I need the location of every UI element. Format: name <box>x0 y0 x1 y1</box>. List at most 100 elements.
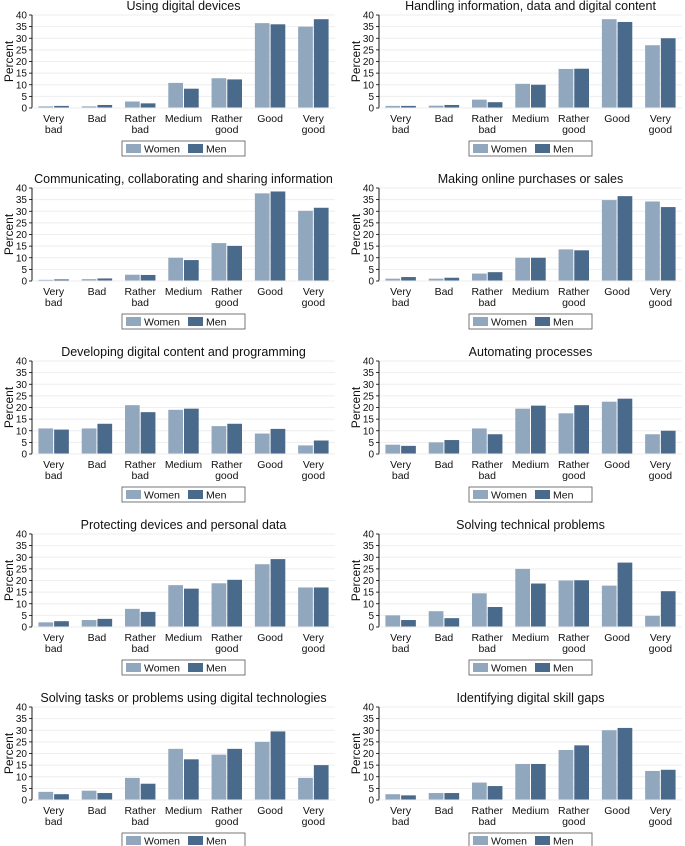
chart-panel: Making online purchases or sales 05101520… <box>349 172 682 330</box>
x-tick-label: Good <box>257 632 283 644</box>
x-tick-label: Very bad <box>43 286 65 309</box>
y-tick-label: 10 <box>363 599 375 610</box>
bar-men-rather-good <box>227 79 243 108</box>
x-tick-label-line: good <box>302 124 326 136</box>
legend-swatch-men <box>188 144 203 153</box>
bar-women-rather-good <box>211 426 227 454</box>
bar-women-very-bad <box>38 106 54 108</box>
x-tick-label-line: bad <box>478 816 496 828</box>
x-tick-label-line: good <box>302 470 326 482</box>
x-tick-label: Rather good <box>558 286 590 309</box>
y-tick-label: 5 <box>21 265 27 276</box>
y-axis-label: Percent <box>2 40 16 82</box>
legend-swatch-men <box>188 490 203 499</box>
x-tick-label-line: Bad <box>88 459 107 471</box>
bar-women-very-bad <box>38 279 54 281</box>
x-tick-label: Medium <box>512 805 550 817</box>
bar-women-medium <box>515 408 530 454</box>
legend-box <box>121 313 246 330</box>
bar-men-rather-good <box>227 579 243 627</box>
x-tick-label-line: Rather <box>124 113 156 125</box>
x-tick-label-line: bad <box>392 816 410 828</box>
x-tick-label: Very good <box>302 286 326 309</box>
bar-men-rather-bad <box>140 611 156 627</box>
bar-men-very-bad <box>401 277 416 281</box>
bar-men-rather-bad <box>487 434 503 454</box>
y-tick-label: 15 <box>16 242 28 253</box>
bar-men-very-good <box>660 38 676 108</box>
y-tick-label: 25 <box>16 737 28 748</box>
x-tick-label-line: Good <box>604 286 630 298</box>
y-tick-label: 30 <box>363 726 375 737</box>
bar-women-medium <box>515 763 530 800</box>
x-tick-label-line: bad <box>131 297 149 309</box>
x-tick-label-line: Very <box>43 632 65 644</box>
x-tick-label-line: good <box>649 124 673 136</box>
y-tick-label: 15 <box>363 69 375 80</box>
x-tick-label-line: Rather <box>471 632 503 644</box>
y-tick-label: 25 <box>363 391 375 402</box>
x-tick-label-line: Rather <box>124 286 156 298</box>
chart-panel: Solving tasks or problems using digital … <box>2 691 335 846</box>
y-axis-label: Percent <box>349 386 363 428</box>
y-tick-label: 15 <box>363 415 375 426</box>
x-tick-label: Very bad <box>390 113 412 136</box>
legend-label-women: Women <box>491 144 527 156</box>
legend-box <box>121 140 246 157</box>
y-axis-label: Percent <box>2 386 16 428</box>
legend-label-women: Women <box>491 836 527 846</box>
bar-women-very-good <box>298 777 313 800</box>
y-axis-label: Percent <box>2 213 16 255</box>
bar-men-very-bad <box>401 105 416 108</box>
bar-women-very-good <box>645 615 660 627</box>
bar-women-rather-good <box>211 78 227 108</box>
x-tick-label-line: Very <box>303 805 325 817</box>
bar-men-good <box>270 731 286 800</box>
y-tick-label: 30 <box>16 34 28 45</box>
bar-women-good <box>254 564 270 627</box>
bar-women-very-good <box>645 434 660 454</box>
x-tick-label-line: Good <box>257 113 283 125</box>
bar-men-medium <box>531 405 546 454</box>
bar-women-bad <box>81 106 97 108</box>
bar-men-medium <box>531 763 546 800</box>
x-tick-label: Very good <box>302 113 326 136</box>
y-tick-label: 5 <box>21 611 27 622</box>
y-tick-label: 5 <box>21 784 27 795</box>
x-tick-label-line: Very <box>390 286 412 298</box>
y-tick-label: 30 <box>363 207 375 218</box>
y-tick-label: 30 <box>363 380 375 391</box>
bar-women-very-bad <box>385 105 401 108</box>
y-tick-label: 40 <box>363 703 375 714</box>
bar-women-rather-good <box>211 583 227 627</box>
x-tick-label-line: Bad <box>88 805 107 817</box>
bar-men-bad <box>444 440 460 454</box>
bar-men-medium <box>184 260 199 281</box>
legend-box <box>468 486 593 503</box>
y-tick-label: 40 <box>16 11 28 22</box>
x-tick-label: Rather bad <box>124 459 156 482</box>
legend-swatch-men <box>535 144 550 153</box>
x-tick-label: Medium <box>512 113 550 125</box>
legend-swatch-women <box>126 317 141 326</box>
y-tick-label: 10 <box>363 253 375 264</box>
x-tick-label-line: bad <box>392 643 410 655</box>
y-axis-label: Percent <box>349 213 363 255</box>
x-tick-label: Very bad <box>43 805 65 828</box>
x-tick-label: Very good <box>302 805 326 828</box>
x-tick-label: Bad <box>88 459 107 471</box>
x-tick-label: Rather bad <box>471 113 503 136</box>
x-tick-label-line: Rather <box>211 113 243 125</box>
x-tick-label-line: Good <box>257 632 283 644</box>
y-tick-label: 20 <box>363 749 375 760</box>
legend-label-women: Women <box>144 317 180 329</box>
bar-men-medium <box>531 84 546 108</box>
y-tick-label: 25 <box>363 737 375 748</box>
x-tick-label-line: Rather <box>211 805 243 817</box>
x-tick-label: Rather bad <box>471 632 503 655</box>
x-tick-label-line: bad <box>392 297 410 309</box>
x-tick-label-line: Good <box>257 805 283 817</box>
bar-women-good <box>601 730 617 800</box>
x-tick-label-line: bad <box>478 124 496 136</box>
